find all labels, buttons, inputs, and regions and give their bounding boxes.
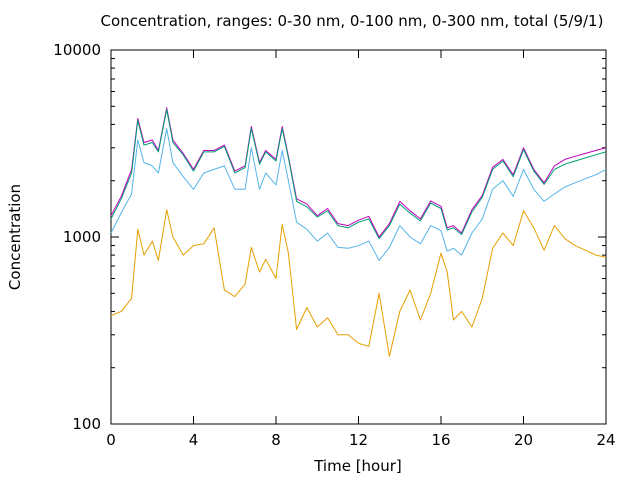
axis-tick-labels: 0 4 8 12 16 20 24 100 1000 10000 (53, 41, 615, 449)
x-tick-label: 8 (271, 431, 281, 449)
chart-title: Concentration, ranges: 0-30 nm, 0-100 nm… (101, 12, 604, 30)
y-tick-label: 1000 (63, 228, 101, 246)
x-tick-label: 16 (431, 431, 450, 449)
series-group (110, 107, 607, 357)
y-axis-label: Concentration (6, 184, 24, 290)
axis-ticks (110, 49, 607, 425)
x-tick-label: 20 (514, 431, 533, 449)
x-tick-label: 12 (349, 431, 368, 449)
x-tick-label: 0 (106, 431, 116, 449)
x-tick-label: 24 (596, 431, 615, 449)
series-line-2 (110, 109, 607, 240)
y-tick-label: 10000 (53, 41, 101, 59)
series-line-1 (110, 107, 607, 238)
x-tick-label: 4 (189, 431, 199, 449)
x-axis-label: Time [hour] (313, 457, 402, 475)
plot-frame (110, 49, 607, 425)
series-line-3 (110, 128, 607, 261)
series-line-4 (110, 209, 607, 357)
y-tick-label: 100 (72, 415, 101, 433)
